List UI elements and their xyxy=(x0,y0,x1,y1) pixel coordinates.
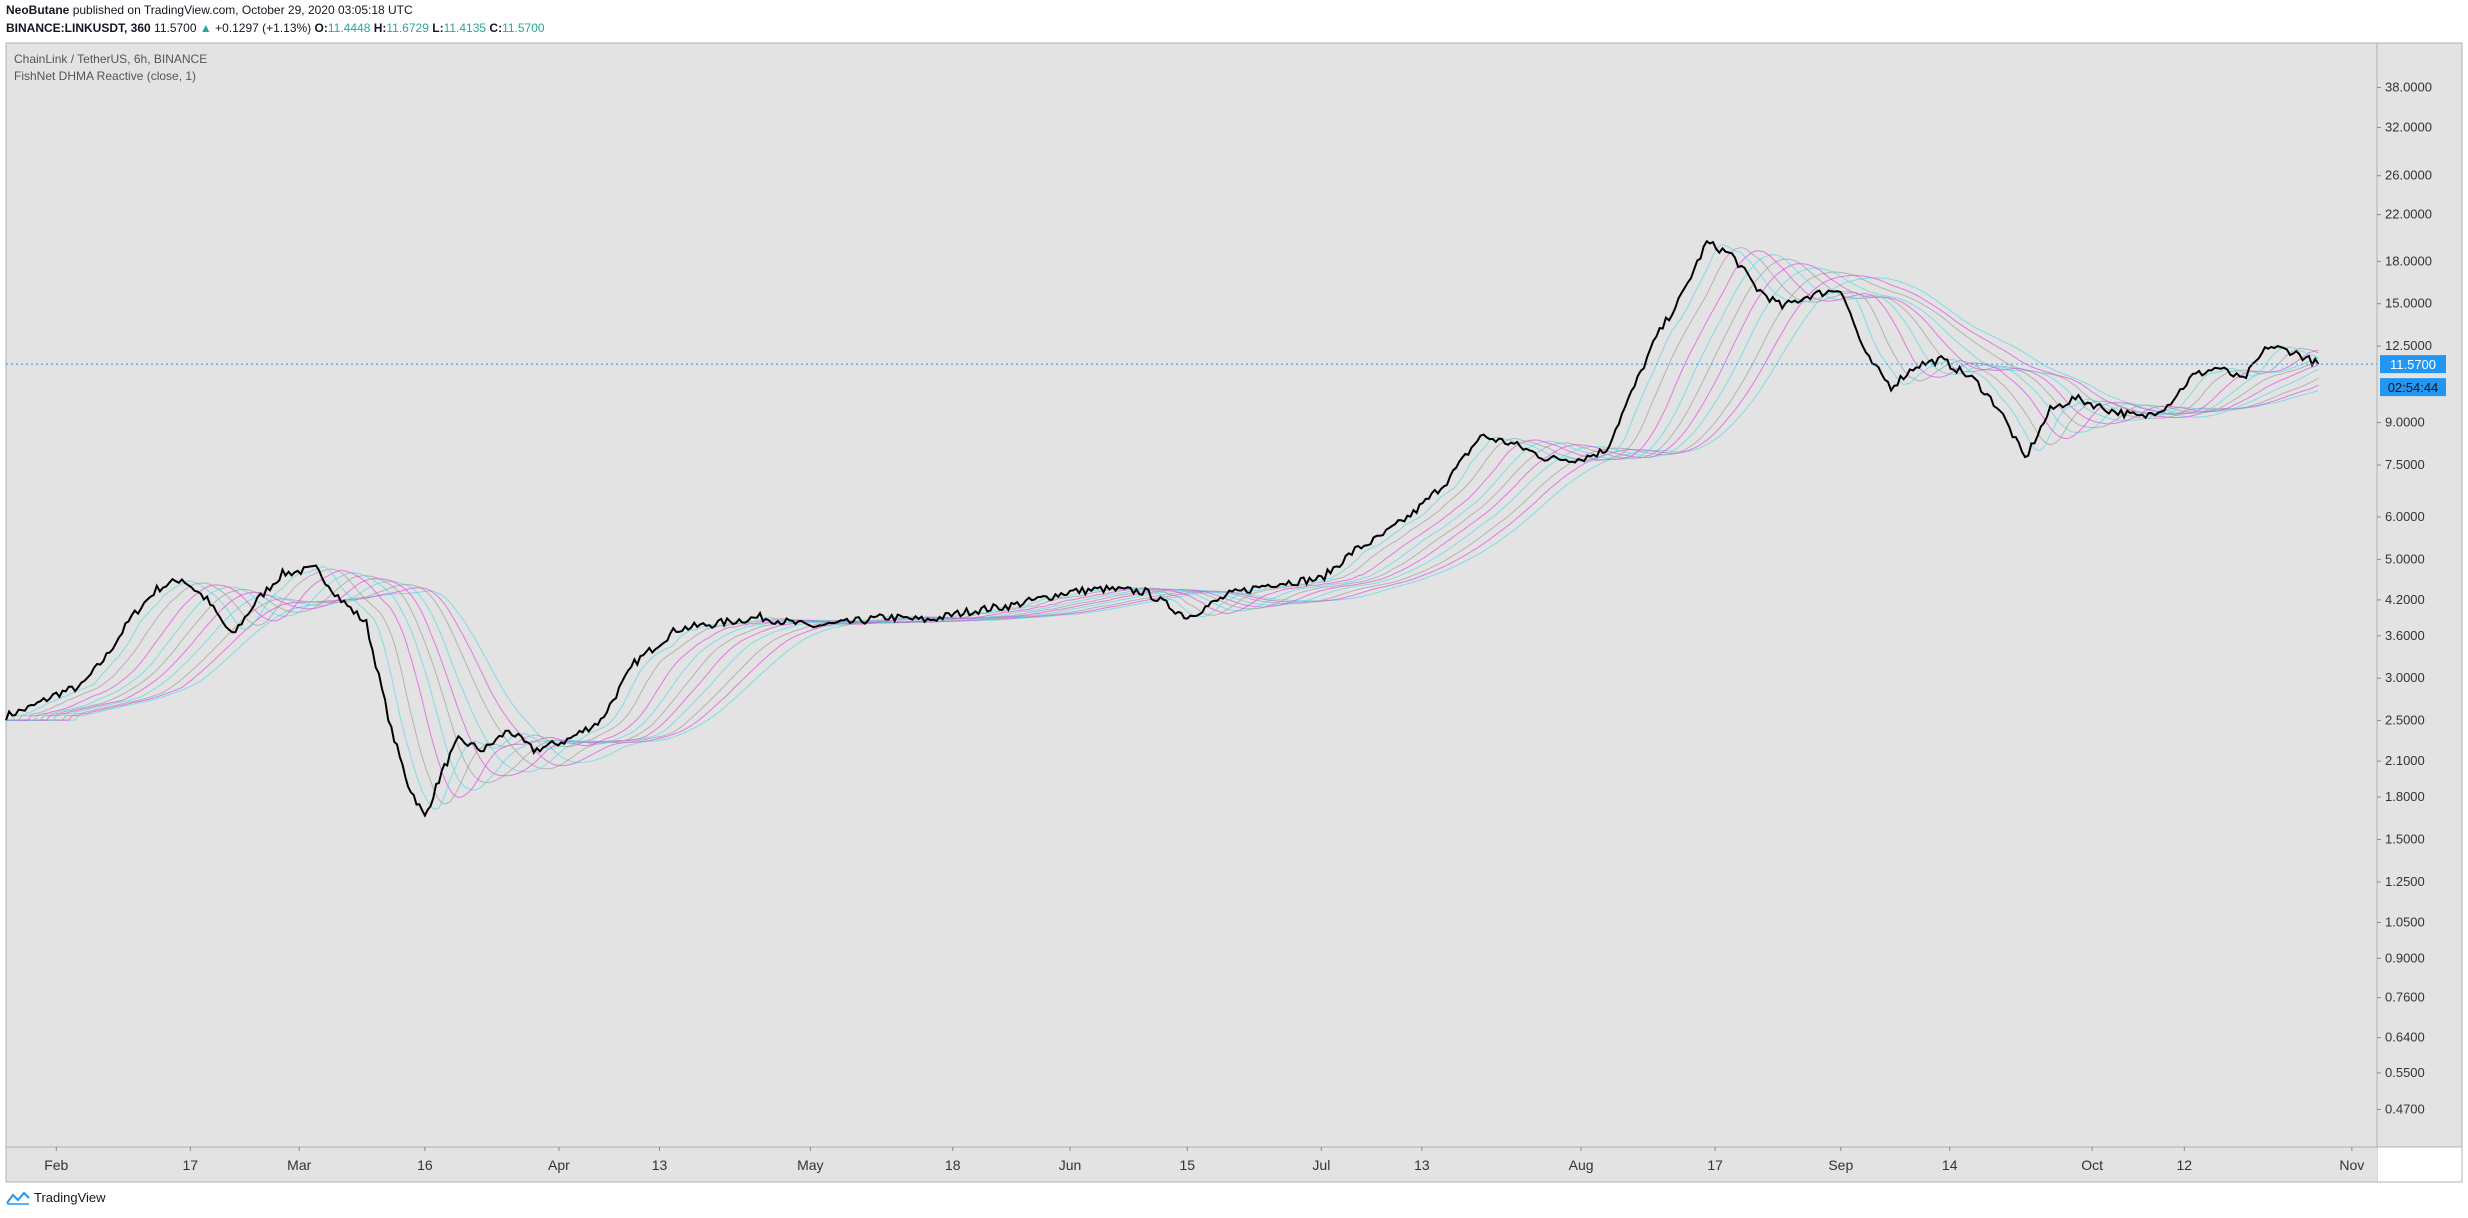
y-tick-label: 22.0000 xyxy=(2385,207,2432,222)
countdown-badge-text: 02:54:44 xyxy=(2388,380,2439,395)
legend-pair: ChainLink / TetherUS, 6h, BINANCE xyxy=(14,52,207,66)
y-tick-label: 0.5500 xyxy=(2385,1065,2425,1080)
y-tick-label: 32.0000 xyxy=(2385,119,2432,134)
dhma-ribbon xyxy=(6,243,2319,810)
x-tick-label: Mar xyxy=(287,1157,311,1173)
x-tick-label: 18 xyxy=(945,1157,961,1173)
ohlc-line: BINANCE:LINKUSDT, 360 11.5700 ▲ +0.1297 … xyxy=(6,21,545,35)
price-axis[interactable] xyxy=(2377,43,2462,1147)
high-label: H: xyxy=(373,21,387,35)
y-tick-label: 1.8000 xyxy=(2385,789,2425,804)
y-tick-label: 18.0000 xyxy=(2385,253,2432,268)
x-tick-label: 16 xyxy=(417,1157,433,1173)
y-tick-label: 3.6000 xyxy=(2385,628,2425,643)
y-tick-label: 6.0000 xyxy=(2385,509,2425,524)
y-tick-label: 5.0000 xyxy=(2385,551,2425,566)
y-tick-label: 26.0000 xyxy=(2385,168,2432,183)
high-value: 11.6729 xyxy=(386,21,429,35)
low-label: L: xyxy=(432,21,444,35)
x-tick-label: May xyxy=(797,1157,823,1173)
y-tick-label: 15.0000 xyxy=(2385,296,2432,311)
close-label: C: xyxy=(489,21,503,35)
chart-border xyxy=(5,42,2463,1183)
x-tick-label: 17 xyxy=(183,1157,199,1173)
x-tick-label: Jul xyxy=(1312,1157,1330,1173)
x-tick-label: Apr xyxy=(548,1157,570,1173)
x-axis-ticks: Feb 17 Mar 16 Apr 13 May 18 Jun 15 Jul 13 Aug 17 Sep 14… xyxy=(44,1147,2364,1173)
symbol-label: BINANCE:LINKUSDT, 360 xyxy=(6,21,151,35)
last-price: 11.5700 xyxy=(154,21,197,35)
y-axis-ticks: 0.4700 0.5500 0.6400 0.7600 0.9000 1.0500 1.25… xyxy=(2377,79,2432,1116)
low-value: 11.4135 xyxy=(443,21,487,35)
time-axis[interactable] xyxy=(6,1147,2377,1182)
y-tick-label: 1.5000 xyxy=(2385,831,2425,846)
tradingview-logo-icon xyxy=(6,1191,30,1205)
y-tick-label: 9.0000 xyxy=(2385,415,2425,430)
y-tick-label: 0.6400 xyxy=(2385,1030,2425,1045)
x-tick-label: 13 xyxy=(1414,1157,1430,1173)
x-tick-label: Sep xyxy=(1828,1157,1853,1173)
y-tick-label: 38.0000 xyxy=(2385,79,2432,94)
x-tick-label: 12 xyxy=(2177,1157,2193,1173)
ribbon-line xyxy=(6,254,2319,791)
x-tick-label: 14 xyxy=(1942,1157,1958,1173)
y-tick-label: 0.4700 xyxy=(2385,1101,2425,1116)
x-tick-label: Jun xyxy=(1059,1157,1082,1173)
y-tick-label: 4.2000 xyxy=(2385,592,2425,607)
open-label: O: xyxy=(314,21,328,35)
y-tick-label: 3.0000 xyxy=(2385,670,2425,685)
ribbon-line xyxy=(6,267,2319,773)
tradingview-footer[interactable]: TradingView xyxy=(6,1190,106,1205)
publish-info: NeoButane published on TradingView.com, … xyxy=(6,3,413,17)
x-tick-label: Nov xyxy=(2339,1157,2364,1173)
y-tick-label: 0.7600 xyxy=(2385,990,2425,1005)
price-badge: 11.5700 xyxy=(2380,355,2446,374)
x-tick-label: 17 xyxy=(1707,1157,1723,1173)
x-tick-label: Aug xyxy=(1569,1157,1594,1173)
y-tick-label: 12.5000 xyxy=(2385,338,2432,353)
publish-text: published on TradingView.com, October 29… xyxy=(72,3,413,17)
countdown-badge: 02:54:44 xyxy=(2380,378,2446,397)
ribbon-line xyxy=(6,250,2319,798)
x-tick-label: Oct xyxy=(2081,1157,2103,1173)
author-name[interactable]: NeoButane xyxy=(6,3,70,17)
price-badge-text: 11.5700 xyxy=(2390,357,2436,372)
change-arrow: ▲ xyxy=(199,21,212,35)
y-tick-label: 7.5000 xyxy=(2385,457,2425,472)
x-tick-label: 15 xyxy=(1180,1157,1196,1173)
ribbon-line xyxy=(6,246,2319,805)
footer-brand: TradingView xyxy=(34,1190,106,1205)
open-value: 11.4448 xyxy=(327,21,371,35)
change-value: +0.1297 (+1.13%) xyxy=(215,21,312,35)
x-tick-label: Feb xyxy=(44,1157,68,1173)
y-tick-label: 1.2500 xyxy=(2385,874,2425,889)
close-value: 11.5700 xyxy=(502,21,545,35)
y-tick-label: 0.9000 xyxy=(2385,950,2425,965)
ribbon-line xyxy=(6,277,2319,764)
y-tick-label: 2.5000 xyxy=(2385,713,2425,728)
x-tick-label: 13 xyxy=(652,1157,668,1173)
legend-indicator: FishNet DHMA Reactive (close, 1) xyxy=(14,69,196,83)
ribbon-line xyxy=(6,243,2319,810)
y-tick-label: 1.0500 xyxy=(2385,914,2425,929)
y-tick-label: 2.1000 xyxy=(2385,753,2425,768)
